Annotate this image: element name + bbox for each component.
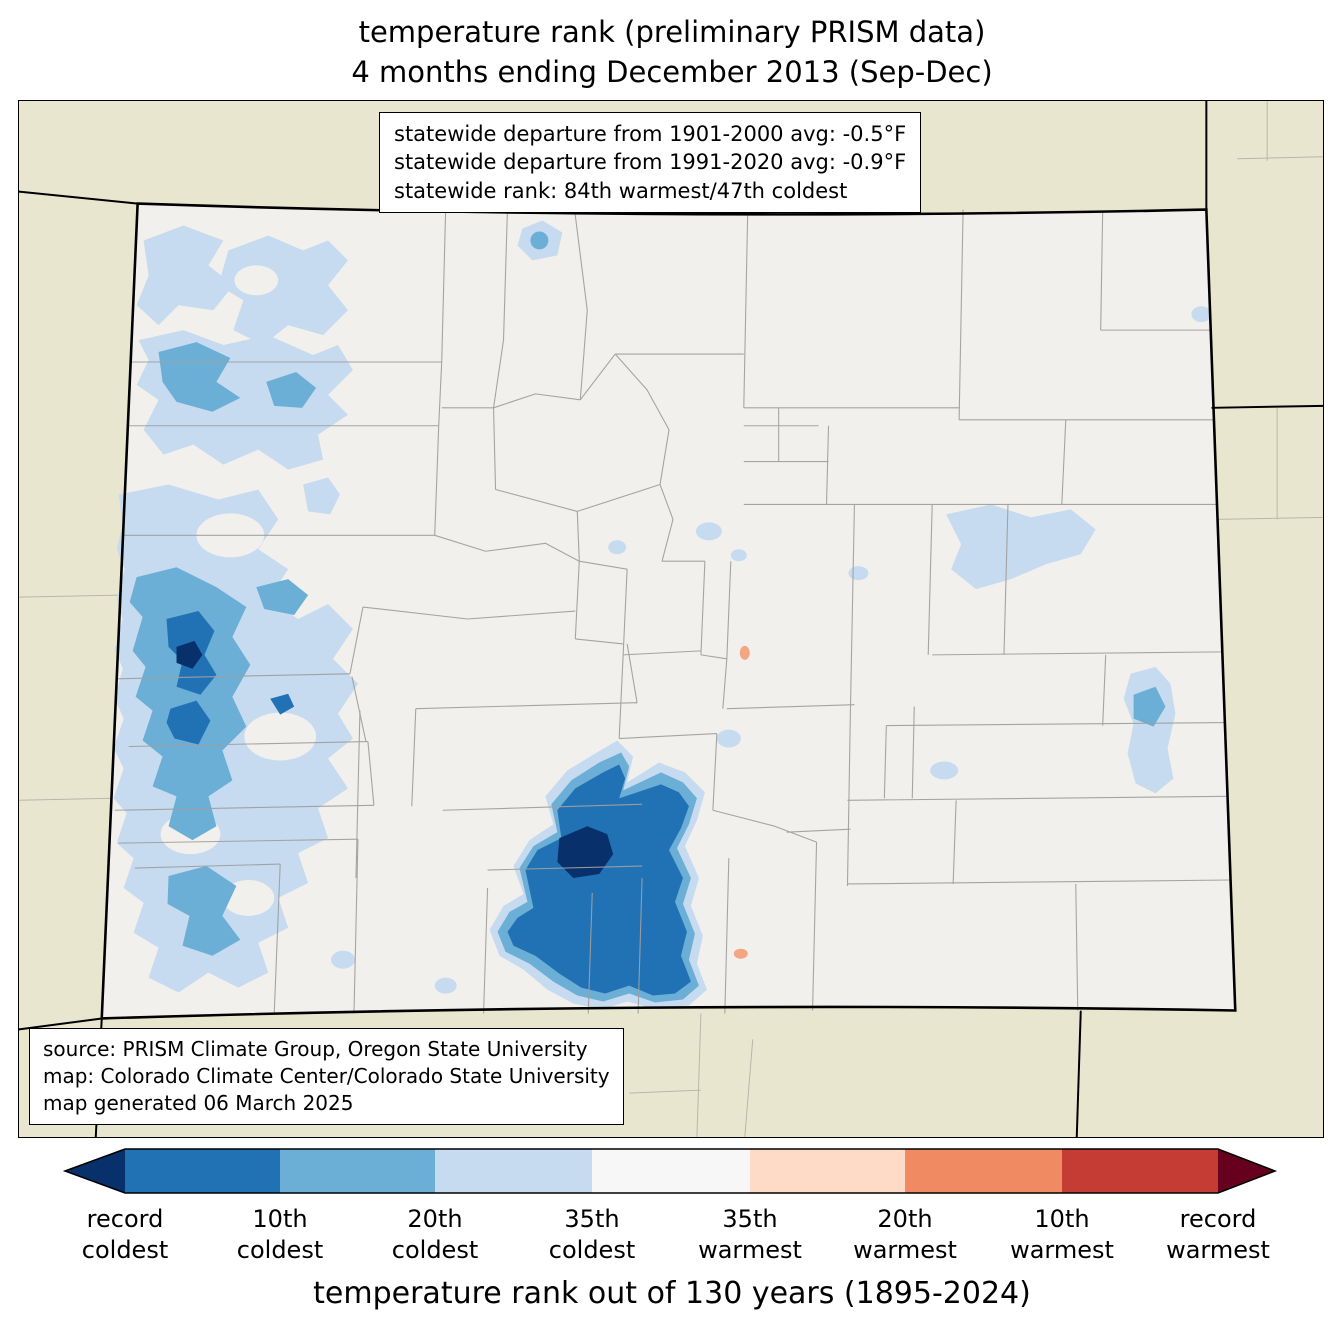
map-title-line2: 4 months ending December 2013 (Sep-Dec) [351,55,993,90]
shading-record-coldest [176,640,614,878]
colorbar-label-35th-coldest: 35th coldest [548,1205,636,1264]
margin-county-lines [19,101,1323,1137]
colorbar-seg-near-normal [592,1149,750,1193]
colorbar-label-20th-warmest: 20th warmest [853,1205,957,1264]
county-borders [114,207,1231,1014]
colorbar-label-10th-warmest: 10th warmest [1010,1205,1114,1264]
colorbar-seg-20th-warmest [905,1149,1062,1193]
colorbar-seg-20th-coldest [280,1149,435,1193]
colorbar-label-35th-warmest: 35th warmest [698,1205,802,1264]
stats-box: statewide departure from 1901-2000 avg: … [379,112,922,214]
colorbar-arrow-record-warmest [1218,1149,1275,1193]
source-line: source: PRISM Climate Group, Oregon Stat… [43,1037,588,1061]
map-credit-line: map: Colorado Climate Center/Colorado St… [43,1064,610,1088]
colorbar-title: temperature rank out of 130 years (1895-… [313,1276,1031,1311]
colorado-map [19,101,1323,1137]
colorbar-seg-35th-coldest [435,1149,592,1193]
colorbar-outline [62,1148,1278,1194]
stats-line-1901-2000: statewide departure from 1901-2000 avg: … [394,122,907,146]
map-title-line1: temperature rank (preliminary PRISM data… [358,15,986,49]
colorbar [62,1148,1278,1194]
colorbar-label-record-warmest: record warmest [1166,1205,1270,1264]
colorbar-label-20th-coldest: 20th coldest [391,1205,479,1264]
colorbar-label-record-coldest: record coldest [81,1205,169,1264]
stats-line-1991-2020: statewide departure from 1991-2020 avg: … [394,150,907,175]
map-area: statewide departure from 1901-2000 avg: … [18,100,1324,1138]
stats-line-rank: statewide rank: 84th warmest/47th coldes… [394,178,848,203]
colorbar-seg-10th-warmest [1062,1149,1218,1193]
colorbar-label-10th-coldest: 10th coldest [236,1205,324,1264]
generated-date-line: map generated 06 March 2025 [43,1091,354,1115]
source-box: source: PRISM Climate Group, Oregon Stat… [29,1028,624,1125]
map-title: temperature rank (preliminary PRISM data… [0,12,1344,92]
colorbar-seg-10th-coldest [125,1149,280,1193]
shading-warm-specks [733,645,750,959]
colorbar-arrow-record-coldest [65,1149,125,1193]
colorbar-seg-35th-warmest [750,1149,905,1193]
